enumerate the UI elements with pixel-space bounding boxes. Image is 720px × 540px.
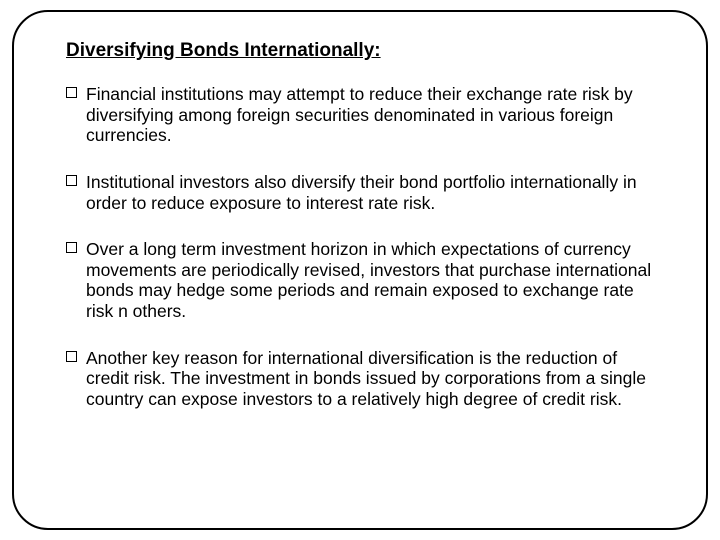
square-bullet-icon [66, 175, 77, 186]
square-bullet-icon [66, 351, 77, 362]
list-item: Financial institutions may attempt to re… [66, 84, 654, 146]
slide-frame: Diversifying Bonds Internationally: Fina… [12, 10, 708, 530]
square-bullet-icon [66, 242, 77, 253]
slide-title: Diversifying Bonds Internationally: [66, 40, 654, 62]
list-item: Institutional investors also diversify t… [66, 172, 654, 213]
list-item: Another key reason for international div… [66, 348, 654, 410]
bullet-list: Financial institutions may attempt to re… [66, 84, 654, 410]
bullet-text: Institutional investors also diversify t… [86, 172, 637, 213]
list-item: Over a long term investment horizon in w… [66, 239, 654, 322]
bullet-text: Financial institutions may attempt to re… [86, 84, 633, 145]
bullet-text: Over a long term investment horizon in w… [86, 239, 651, 321]
square-bullet-icon [66, 87, 77, 98]
bullet-text: Another key reason for international div… [86, 348, 646, 409]
